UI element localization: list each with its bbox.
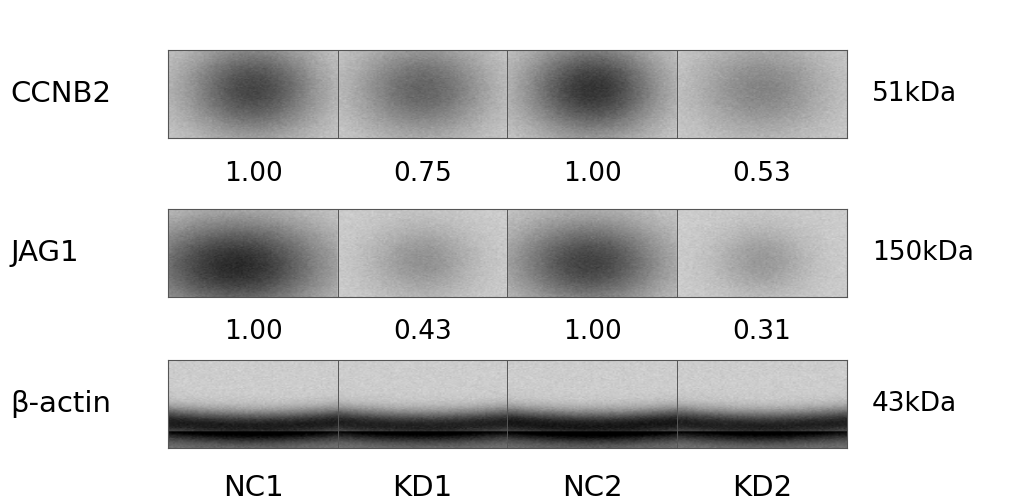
Text: NC1: NC1 (222, 474, 283, 502)
Text: 1.00: 1.00 (562, 160, 621, 187)
Text: 0.43: 0.43 (393, 319, 451, 345)
Text: KD1: KD1 (392, 474, 452, 502)
Text: 1.00: 1.00 (223, 319, 282, 345)
Text: 0.53: 0.53 (732, 160, 791, 187)
Text: 1.00: 1.00 (223, 160, 282, 187)
Text: 150kDa: 150kDa (871, 240, 973, 266)
Text: KD2: KD2 (731, 474, 791, 502)
Text: JAG1: JAG1 (10, 239, 78, 267)
Text: 51kDa: 51kDa (871, 81, 956, 107)
Text: 1.00: 1.00 (562, 319, 621, 345)
Text: 0.31: 0.31 (732, 319, 791, 345)
Text: 43kDa: 43kDa (871, 391, 956, 416)
Text: 0.75: 0.75 (393, 160, 451, 187)
Text: NC2: NC2 (561, 474, 622, 502)
Text: CCNB2: CCNB2 (10, 80, 111, 108)
Text: β-actin: β-actin (10, 390, 111, 417)
